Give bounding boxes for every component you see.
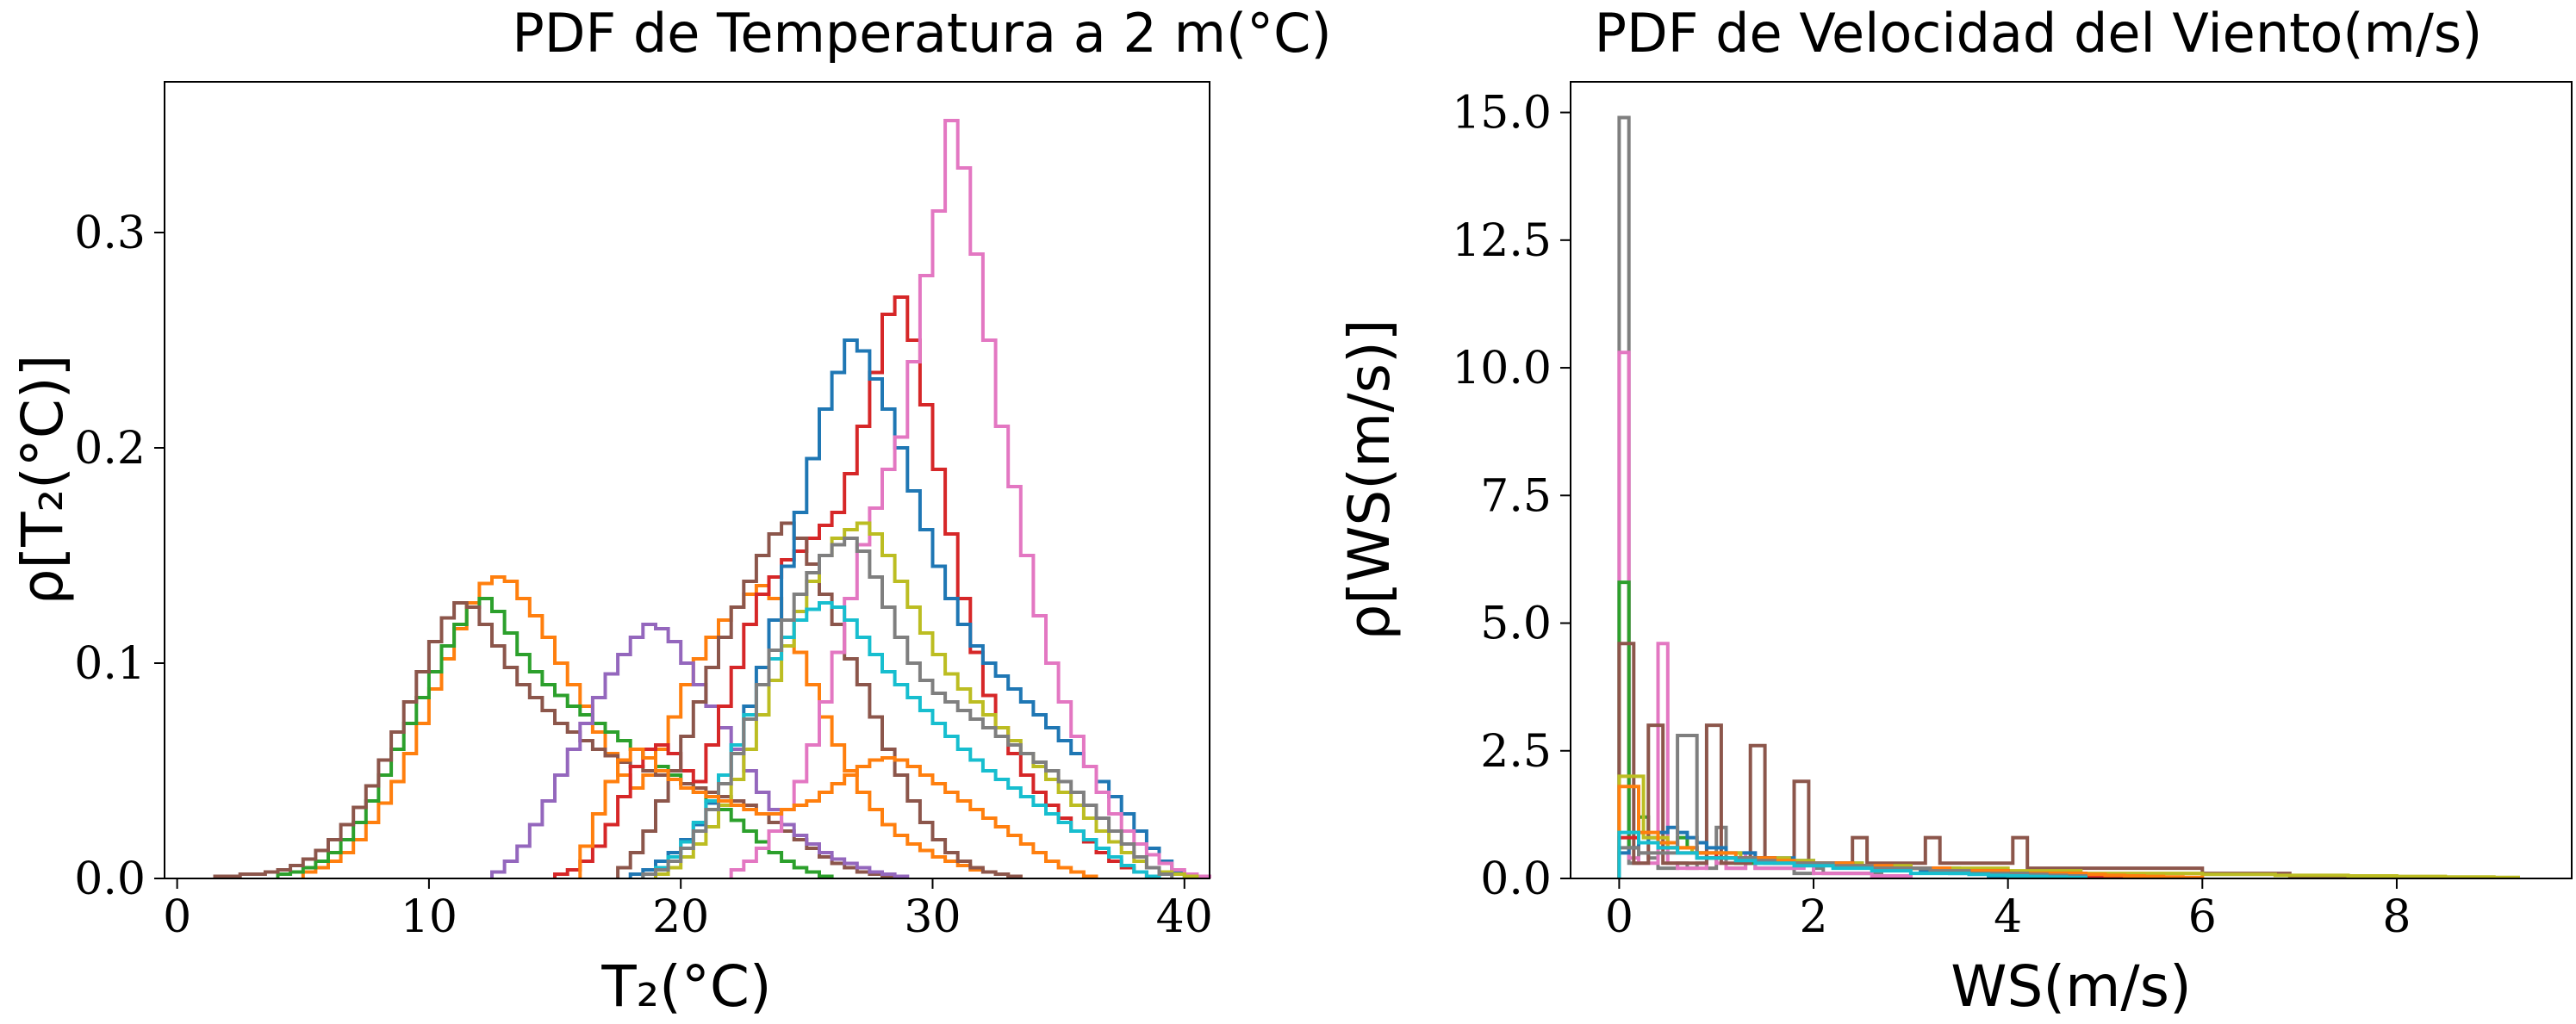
temperature-hist-series-8 <box>654 521 1199 878</box>
wind-speed-x-tick-label: 2 <box>1799 891 1827 943</box>
temperature-plot-frame <box>164 81 1210 879</box>
wind-speed-x-axis-label: WS(m/s) <box>1951 953 2192 1020</box>
wind-speed-plot-area <box>1617 115 2520 879</box>
wind-speed-hist-series-3 <box>1617 642 2350 878</box>
temperature-x-tick-label: 0 <box>163 891 191 943</box>
temperature-x-tick-label: 30 <box>904 891 961 943</box>
wind-speed-y-tick-label: 0.0 <box>1480 853 1552 905</box>
temperature-y-tick-label: 0.2 <box>74 423 146 475</box>
wind-speed-y-tick-label: 12.5 <box>1452 215 1552 267</box>
temperature-x-tick-label: 10 <box>401 891 457 943</box>
wind-speed-hist-series-8 <box>1617 734 2088 878</box>
temperature-hist-series-10 <box>641 537 1174 878</box>
temperature-chart: PDF de Temperatura a 2 m(°C) 0 10 20 30 40 0.… <box>9 2 1332 1020</box>
temperature-y-tick-label: 0.0 <box>74 853 146 905</box>
wind-speed-y-axis-label: ρ[WS(m/s)] <box>1336 320 1403 641</box>
wind-speed-x-tick-label: 6 <box>2188 891 2217 943</box>
wind-speed-y-tick-label: 15.0 <box>1452 88 1552 140</box>
wind-speed-hist-series-5 <box>1617 774 2520 879</box>
wind-speed-axis-ticks: 0 2 4 6 8 0.0 2.5 5.0 7.5 10.0 12.5 15.0 <box>1452 88 2411 943</box>
wind-speed-chart: PDF de Velocidad del Viento(m/s) 0 2 4 6 8 0.… <box>1336 2 2573 1020</box>
wind-speed-y-tick-label: 2.5 <box>1480 726 1552 778</box>
temperature-hist-series-11 <box>578 748 1098 878</box>
temperature-chart-title: PDF de Temperatura a 2 m(°C) <box>512 2 1331 65</box>
temperature-x-tick-label: 40 <box>1156 891 1213 943</box>
temperature-hist-series-9 <box>641 601 1161 878</box>
wind-speed-y-tick-label: 5.0 <box>1480 599 1552 650</box>
temperature-y-tick-label: 0.3 <box>74 208 146 259</box>
temperature-hist-series-3 <box>490 623 910 878</box>
wind-speed-chart-title: PDF de Velocidad del Viento(m/s) <box>1595 2 2483 65</box>
wind-speed-y-tick-label: 10.0 <box>1452 343 1552 394</box>
temperature-hist-series-7 <box>729 119 1211 878</box>
wind-speed-y-tick-label: 7.5 <box>1480 470 1552 522</box>
temperature-axis-ticks: 0 10 20 30 40 0.0 0.1 0.2 0.3 <box>74 208 1213 943</box>
wind-speed-hist-series-2 <box>1617 580 2107 879</box>
temperature-hist-series-0 <box>301 575 1023 878</box>
temperature-hist-series-2 <box>213 601 897 878</box>
wind-speed-hist-series-9 <box>1617 830 2088 879</box>
temperature-x-axis-label: T₂(°C) <box>600 953 771 1020</box>
temperature-y-axis-label: ρ[T₂(°C)] <box>9 355 76 605</box>
temperature-x-tick-label: 20 <box>652 891 709 943</box>
wind-speed-x-tick-label: 4 <box>1994 891 2022 943</box>
temperature-y-tick-label: 0.1 <box>74 638 146 690</box>
temperature-plot-area <box>213 119 1211 878</box>
wind-speed-x-tick-label: 8 <box>2382 891 2411 943</box>
wind-speed-x-tick-label: 0 <box>1605 891 1633 943</box>
wind-speed-plot-frame <box>1570 81 2573 879</box>
